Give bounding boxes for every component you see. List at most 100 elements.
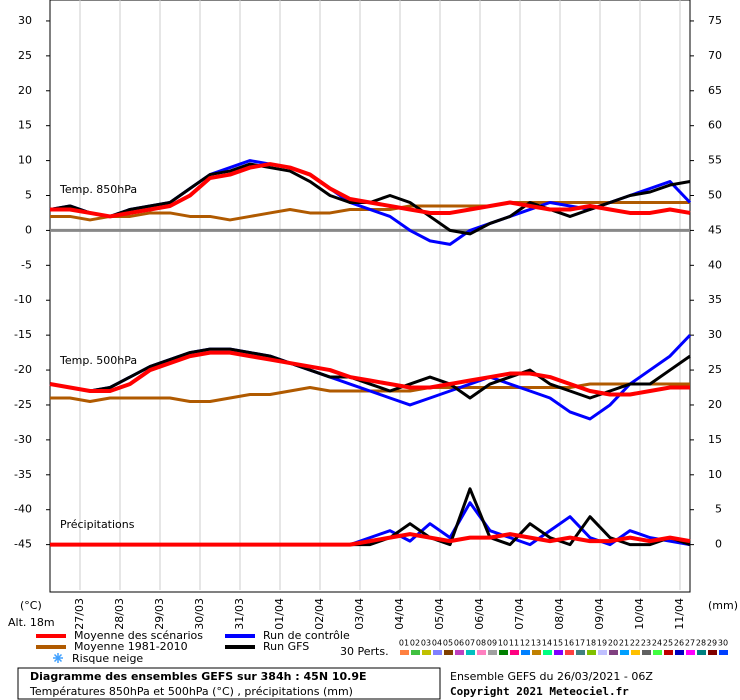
pert-swatch <box>686 650 695 655</box>
pert-label: 25 <box>663 639 673 648</box>
pert-swatch <box>433 650 442 655</box>
pert-label: 23 <box>641 639 651 648</box>
pert-swatch <box>422 650 431 655</box>
y2-axis-label: (mm) <box>708 599 738 612</box>
series-line <box>50 162 691 219</box>
panel-label: Temp. 850hPa <box>59 183 137 196</box>
y-tick-label: -5 <box>21 258 32 271</box>
legend-label: Run de contrôle <box>263 629 350 642</box>
y-tick-label: 25 <box>18 49 32 62</box>
pert-label: 30 <box>718 639 728 648</box>
x-tick-label: 11/04 <box>673 598 686 630</box>
pert-label: 28 <box>696 639 706 648</box>
pert-swatch <box>576 650 585 655</box>
footer-box <box>17 667 441 700</box>
pert-swatch <box>719 650 728 655</box>
series-line <box>49 350 690 397</box>
plot-frame <box>49 0 691 593</box>
x-tick-label: 04/04 <box>393 598 406 630</box>
pert-swatch <box>521 650 530 655</box>
grid <box>50 0 690 590</box>
pert-label: 12 <box>520 639 530 648</box>
pert-label: 18 <box>586 639 596 648</box>
pert-label: 17 <box>575 639 585 648</box>
pert-label: 21 <box>619 639 629 648</box>
x-tick-label: 10/04 <box>633 598 646 630</box>
pert-swatch <box>499 650 508 655</box>
y-axis-label: (°C) <box>20 599 42 612</box>
y2-tick-label: 20 <box>708 398 722 411</box>
pert-label: 04 <box>432 639 442 648</box>
pert-swatch <box>488 650 497 655</box>
legend-label: Run GFS <box>263 640 309 653</box>
y2-tick-label: 5 <box>715 503 722 516</box>
panel-label: Temp. 500hPa <box>59 354 137 367</box>
footer-title: Diagramme des ensembles GEFS sur 384h : … <box>30 670 367 683</box>
y2-tick-label: 75 <box>708 14 722 27</box>
x-tick-label: 30/03 <box>193 598 206 630</box>
y-tick-label: -35 <box>14 468 32 481</box>
x-tick-label: 05/04 <box>433 598 446 630</box>
pert-swatch <box>598 650 607 655</box>
pert-label: 26 <box>674 639 684 648</box>
y-tick-label: -40 <box>14 503 32 516</box>
pert-swatch <box>444 650 453 655</box>
x-tick-label: 01/04 <box>273 598 286 630</box>
y2-tick-label: 40 <box>708 258 722 271</box>
x-tick-label: 31/03 <box>233 598 246 630</box>
perts-label: 30 Perts. <box>340 645 389 658</box>
y2-tick-label: 50 <box>708 189 722 202</box>
altitude: Alt. 18m <box>8 616 55 629</box>
pert-label: 11 <box>509 639 519 648</box>
y2-tick-label: 65 <box>708 84 722 97</box>
pert-label: 15 <box>553 639 563 648</box>
y2-tick-label: 0 <box>715 538 722 551</box>
pert-label: 20 <box>608 639 618 648</box>
pert-label: 09 <box>487 639 497 648</box>
pert-swatch <box>620 650 629 655</box>
snow-label: Risque neige <box>72 652 143 665</box>
pert-label: 24 <box>652 639 662 648</box>
y-tick-label: 10 <box>18 154 32 167</box>
series-line <box>50 532 691 547</box>
pert-swatch <box>653 650 662 655</box>
pert-swatch <box>400 650 409 655</box>
y2-tick-label: 70 <box>708 49 722 62</box>
pert-swatch <box>455 650 464 655</box>
pert-label: 05 <box>443 639 453 648</box>
y2-tick-label: 60 <box>708 119 722 132</box>
y2-tick-label: 10 <box>708 468 722 481</box>
pert-swatch <box>510 650 519 655</box>
x-tick-label: 02/04 <box>313 598 326 630</box>
pert-swatch <box>565 650 574 655</box>
run-label: Ensemble GEFS du 26/03/2021 - 06Z <box>450 670 653 683</box>
y2-tick-label: 35 <box>708 293 722 306</box>
y-tick-label: -20 <box>14 363 32 376</box>
x-tick-label: 08/04 <box>553 598 566 630</box>
pert-swatch <box>477 650 486 655</box>
y-tick-label: 15 <box>18 119 32 132</box>
y-tick-label: -15 <box>14 328 32 341</box>
x-tick-label: 03/04 <box>353 598 366 630</box>
footer-subtitle: Températures 850hPa et 500hPa (°C) , pré… <box>29 685 353 698</box>
y2-tick-label: 30 <box>708 328 722 341</box>
series-line <box>49 347 691 400</box>
pert-label: 14 <box>542 639 552 648</box>
y-tick-label: 5 <box>25 189 32 202</box>
pert-swatch <box>708 650 717 655</box>
pert-swatch <box>697 650 706 655</box>
pert-swatch <box>411 650 420 655</box>
pert-label: 10 <box>498 639 508 648</box>
y2-tick-label: 15 <box>708 433 722 446</box>
pert-label: 03 <box>421 639 431 648</box>
copyright: Copyright 2021 Meteociel.fr <box>450 685 629 698</box>
pert-swatch <box>554 650 563 655</box>
pert-swatch <box>466 650 475 655</box>
pert-label: 08 <box>476 639 486 648</box>
legend-label: Moyenne des scénarios <box>74 629 203 642</box>
legend-label: Moyenne 1981-2010 <box>74 640 188 653</box>
pert-label: 29 <box>707 639 717 648</box>
pert-swatch <box>631 650 640 655</box>
pert-swatch <box>587 650 596 655</box>
panel-label: Précipitations <box>60 518 135 531</box>
